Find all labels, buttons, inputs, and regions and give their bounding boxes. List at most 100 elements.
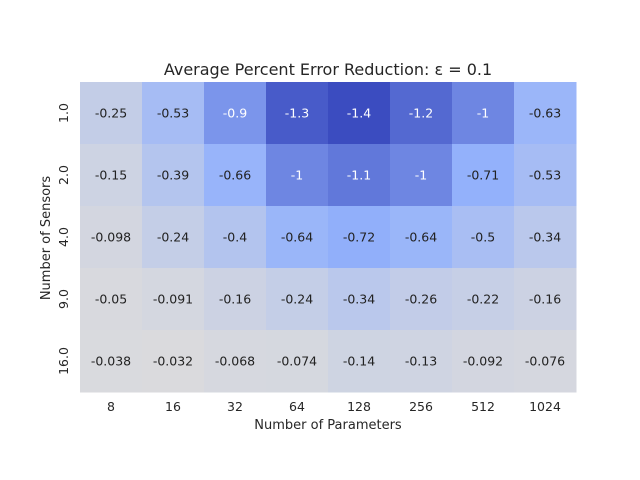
chart-title: Average Percent Error Reduction: ε = 0.1 bbox=[164, 60, 492, 79]
heatmap-cell bbox=[80, 82, 143, 145]
x-tick-label: 64 bbox=[289, 399, 305, 414]
cell-value-label: -1.1 bbox=[347, 168, 371, 183]
cell-value-label: -0.25 bbox=[95, 106, 127, 121]
cell-value-label: -0.64 bbox=[405, 230, 437, 245]
heatmap-cell bbox=[328, 330, 391, 393]
cell-value-label: -1 bbox=[477, 106, 489, 121]
heatmap-cell bbox=[266, 268, 329, 331]
heatmap-cell bbox=[142, 82, 205, 145]
heatmap-cell bbox=[328, 82, 391, 145]
heatmap-cell bbox=[204, 144, 267, 207]
cell-value-label: -1.2 bbox=[409, 106, 433, 121]
heatmap-cell bbox=[204, 330, 267, 393]
cell-value-label: -0.13 bbox=[405, 354, 437, 369]
y-tick-label: 4.0 bbox=[56, 227, 71, 247]
heatmap-cell bbox=[142, 330, 205, 393]
heatmap-cell bbox=[328, 144, 391, 207]
cell-value-label: -0.5 bbox=[471, 230, 495, 245]
heatmap-cell bbox=[514, 206, 577, 269]
cell-value-label: -1.4 bbox=[347, 106, 371, 121]
heatmap-cell bbox=[452, 144, 515, 207]
heatmap-cell bbox=[452, 268, 515, 331]
cell-value-label: -1.3 bbox=[285, 106, 309, 121]
cell-value-label: -0.092 bbox=[463, 354, 503, 369]
heatmap-cell bbox=[390, 330, 453, 393]
heatmap-cell bbox=[204, 82, 267, 145]
cell-value-label: -0.71 bbox=[467, 168, 499, 183]
cell-value-label: -0.16 bbox=[529, 292, 561, 307]
heatmap-cell bbox=[514, 268, 577, 331]
cell-value-label: -0.34 bbox=[529, 230, 561, 245]
heatmap-cell bbox=[452, 330, 515, 393]
x-tick-label: 16 bbox=[165, 399, 181, 414]
x-axis-label: Number of Parameters bbox=[254, 418, 402, 433]
heatmap-cell bbox=[142, 268, 205, 331]
heatmap-cell bbox=[204, 206, 267, 269]
heatmap-cell bbox=[80, 330, 143, 393]
cell-value-label: -0.14 bbox=[343, 354, 375, 369]
cell-value-label: -0.4 bbox=[223, 230, 247, 245]
y-tick-label: 9.0 bbox=[56, 289, 71, 309]
heatmap-cell bbox=[390, 144, 453, 207]
y-tick-labels: 1.0 2.0 4.0 9.0 16.0 bbox=[56, 103, 71, 375]
heatmap-cell bbox=[514, 82, 577, 145]
cell-value-label: -0.15 bbox=[95, 168, 127, 183]
heatmap-cell bbox=[204, 268, 267, 331]
heatmap-cell bbox=[80, 144, 143, 207]
cell-value-label: -0.098 bbox=[91, 230, 131, 245]
heatmap-cell bbox=[328, 206, 391, 269]
x-tick-label: 128 bbox=[347, 399, 371, 414]
heatmap-cell bbox=[80, 268, 143, 331]
cell-value-label: -0.05 bbox=[95, 292, 127, 307]
heatmap-cell bbox=[390, 206, 453, 269]
cell-value-label: -0.068 bbox=[215, 354, 255, 369]
cell-value-label: -0.34 bbox=[343, 292, 375, 307]
x-tick-labels: 8 16 32 64 128 256 512 1024 bbox=[107, 399, 561, 414]
cell-value-label: -0.9 bbox=[223, 106, 247, 121]
heatmap-cell bbox=[514, 144, 577, 207]
heatmap-cells: -0.25 -0.53 -0.9 -1.3 -1.4 -1.2 -1 -0.63 -0.15 -0… bbox=[80, 82, 577, 393]
heatmap-cell bbox=[266, 206, 329, 269]
y-tick-label: 16.0 bbox=[56, 347, 71, 375]
heatmap-cell bbox=[514, 330, 577, 393]
heatmap-cell bbox=[80, 206, 143, 269]
cell-value-label: -0.24 bbox=[281, 292, 313, 307]
cell-value-label: -0.24 bbox=[157, 230, 189, 245]
x-tick-label: 8 bbox=[107, 399, 115, 414]
cell-value-label: -1 bbox=[415, 168, 427, 183]
x-tick-label: 32 bbox=[227, 399, 243, 414]
heatmap-cell bbox=[142, 206, 205, 269]
x-tick-label: 1024 bbox=[529, 399, 561, 414]
cell-value-label: -0.091 bbox=[153, 292, 193, 307]
heatmap-cell bbox=[452, 206, 515, 269]
heatmap-cell bbox=[266, 82, 329, 145]
x-tick-label: 512 bbox=[471, 399, 495, 414]
cell-value-label: -0.53 bbox=[157, 106, 189, 121]
cell-value-label: -0.032 bbox=[153, 354, 193, 369]
cell-value-label: -1 bbox=[291, 168, 303, 183]
heatmap-cell bbox=[142, 144, 205, 207]
y-axis-label: Number of Sensors bbox=[39, 176, 54, 301]
cell-value-label: -0.074 bbox=[277, 354, 317, 369]
heatmap-cell bbox=[266, 330, 329, 393]
heatmap-cell bbox=[390, 268, 453, 331]
heatmap-cell bbox=[266, 144, 329, 207]
cell-value-label: -0.66 bbox=[219, 168, 251, 183]
cell-value-label: -0.64 bbox=[281, 230, 313, 245]
cell-value-label: -0.72 bbox=[343, 230, 375, 245]
cell-value-label: -0.16 bbox=[219, 292, 251, 307]
cell-value-label: -0.22 bbox=[467, 292, 499, 307]
heatmap-cell bbox=[328, 268, 391, 331]
cell-value-label: -0.63 bbox=[529, 106, 561, 121]
cell-value-label: -0.39 bbox=[157, 168, 189, 183]
x-tick-label: 256 bbox=[409, 399, 433, 414]
cell-value-label: -0.26 bbox=[405, 292, 437, 307]
y-tick-label: 2.0 bbox=[56, 165, 71, 185]
heatmap-cell bbox=[390, 82, 453, 145]
cell-value-label: -0.038 bbox=[91, 354, 131, 369]
cell-value-label: -0.53 bbox=[529, 168, 561, 183]
heatmap-cell bbox=[452, 82, 515, 145]
y-tick-label: 1.0 bbox=[56, 103, 71, 123]
cell-value-label: -0.076 bbox=[525, 354, 565, 369]
